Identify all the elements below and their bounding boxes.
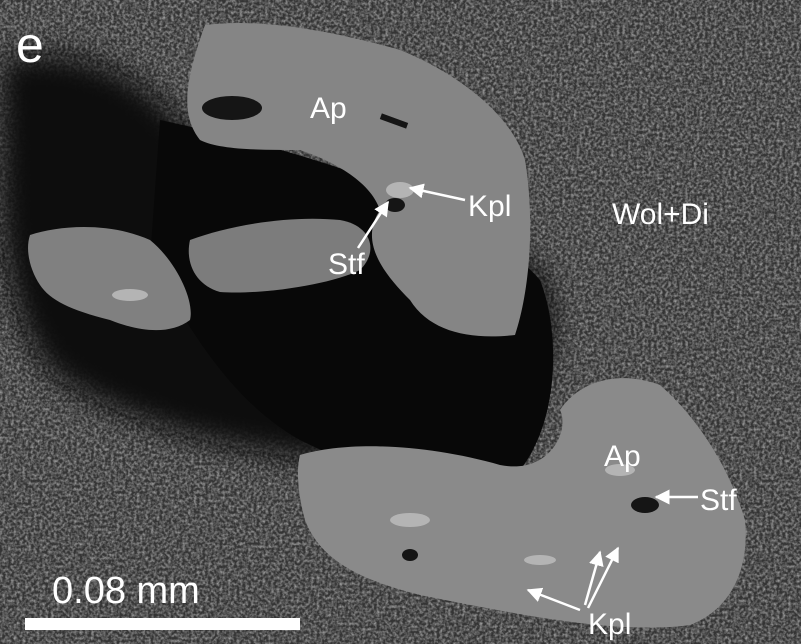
scale-bar-label: 0.08 mm xyxy=(52,570,200,612)
mineral-label: Kpl xyxy=(588,608,631,641)
mineral-label: Ap xyxy=(604,440,641,473)
mineral-label: Ap xyxy=(310,92,347,125)
micrograph: e Ap Kpl Wol+Di Stf Ap Stf Kpl 0.08 mm xyxy=(0,0,801,644)
panel-label: e xyxy=(16,17,44,73)
mineral-label: Kpl xyxy=(468,190,511,223)
mineral-label: Wol+Di xyxy=(612,198,709,231)
mineral-label: Stf xyxy=(328,248,365,281)
scale-bar xyxy=(25,618,300,630)
mineral-label: Stf xyxy=(700,484,737,517)
